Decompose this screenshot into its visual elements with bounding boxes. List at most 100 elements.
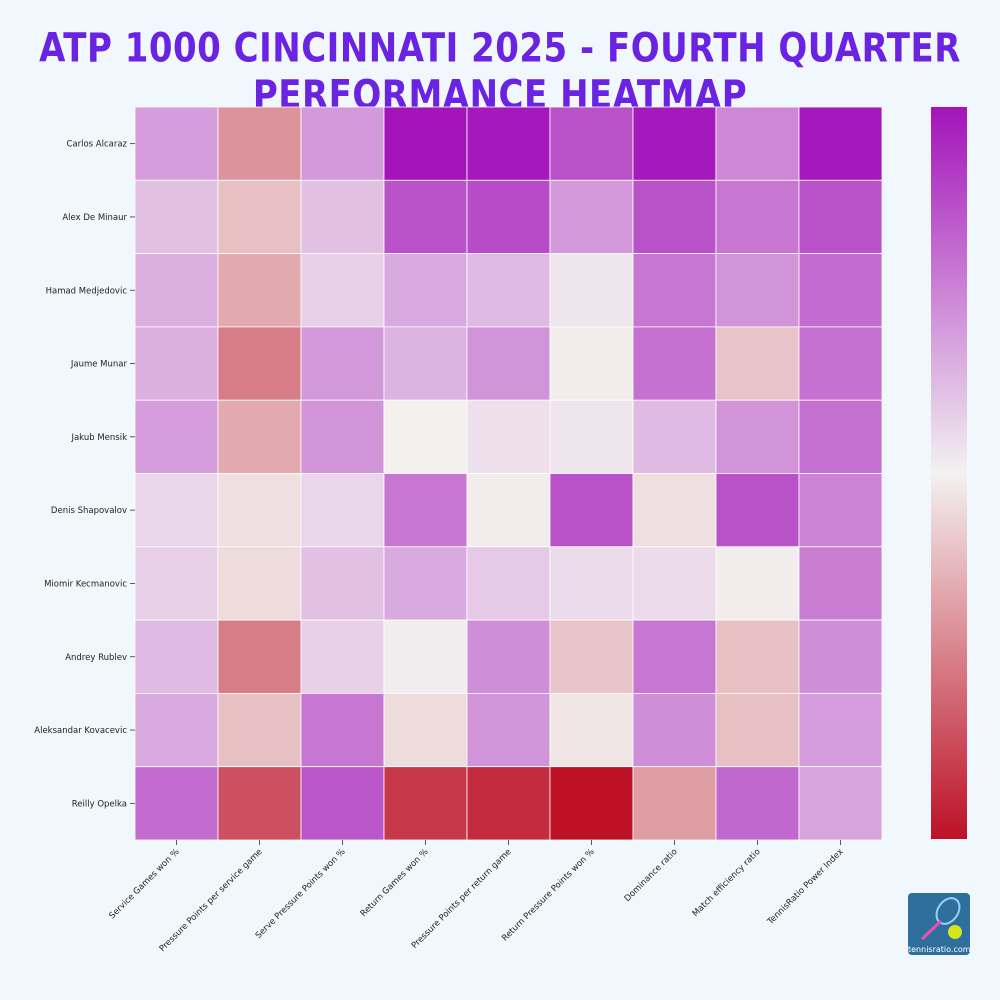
heatmap-cell xyxy=(217,106,302,181)
heatmap-cell xyxy=(134,473,219,548)
heatmap-cell xyxy=(632,179,717,255)
heatmap-cell xyxy=(134,399,219,474)
heatmap-cell xyxy=(217,546,302,621)
heatmap-cell xyxy=(798,473,883,548)
heatmap-cell xyxy=(632,253,717,328)
heatmap-cell xyxy=(466,546,551,621)
heatmap-cell xyxy=(300,546,385,621)
row-label: Carlos Alcaraz xyxy=(66,140,127,150)
heatmap-cell xyxy=(134,766,219,841)
heatmap-cell xyxy=(798,619,883,694)
heatmap-cell xyxy=(715,693,800,768)
row-label: Andrey Rublev xyxy=(65,653,127,663)
heatmap-cell xyxy=(217,326,302,401)
heatmap-cell xyxy=(549,106,634,181)
row-label: Denis Shapovalov xyxy=(51,506,127,516)
heatmap-cell xyxy=(632,619,717,694)
heatmap-cell xyxy=(217,766,302,841)
heatmap-cell xyxy=(632,106,717,181)
heatmap-cell xyxy=(632,766,717,841)
heatmap-cell xyxy=(217,399,302,474)
column-label: TennisRatio Power Index xyxy=(765,847,846,928)
row-label: Alex De Minaur xyxy=(62,213,127,223)
heatmap-cell xyxy=(383,253,468,328)
row-label: Jaume Munar xyxy=(70,360,128,370)
heatmap-cell xyxy=(549,619,634,694)
heatmap-cells xyxy=(134,106,883,841)
heatmap-cell xyxy=(300,326,385,401)
heatmap-cell xyxy=(134,546,219,621)
column-labels: Service Games won %Pressure Points per s… xyxy=(107,840,846,954)
row-label: Reilly Opelka xyxy=(72,799,127,809)
heatmap-cell xyxy=(798,253,883,328)
heatmap-cell xyxy=(466,693,551,768)
heatmap-cell xyxy=(632,326,717,401)
heatmap-cell xyxy=(798,179,883,255)
heatmap-cell xyxy=(715,326,800,401)
column-label: Dominance ratio xyxy=(623,847,680,904)
heatmap-cell xyxy=(300,693,385,768)
heatmap-cell xyxy=(466,766,551,841)
heatmap-cell xyxy=(632,693,717,768)
heatmap-cell xyxy=(300,619,385,694)
column-label: Serve Pressure Points won % xyxy=(254,847,348,941)
column-label: Pressure Points per service game xyxy=(158,847,265,954)
heatmap-cell xyxy=(300,179,385,255)
heatmap-cell xyxy=(798,546,883,621)
colorbar xyxy=(931,107,967,839)
heatmap-cell xyxy=(798,399,883,474)
heatmap-cell xyxy=(466,179,551,255)
heatmap-cell xyxy=(715,619,800,694)
heatmap-cell xyxy=(798,326,883,401)
heatmap-cell xyxy=(466,473,551,548)
heatmap-cell xyxy=(798,106,883,181)
chart-title: ATP 1000 CINCINNATI 2025 - FOURTH QUARTE… xyxy=(39,24,961,120)
heatmap-cell xyxy=(715,253,800,328)
heatmap-cell xyxy=(715,546,800,621)
heatmap-cell xyxy=(632,546,717,621)
heatmap-cell xyxy=(383,619,468,694)
heatmap-cell xyxy=(632,473,717,548)
heatmap-cell xyxy=(549,179,634,255)
heatmap-cell xyxy=(383,106,468,181)
column-label: Return Pressure Points won % xyxy=(500,847,596,943)
heatmap-cell xyxy=(134,693,219,768)
heatmap-cell xyxy=(383,693,468,768)
heatmap-cell xyxy=(798,693,883,768)
heatmap-cell xyxy=(300,253,385,328)
heatmap-cell xyxy=(383,546,468,621)
heatmap-cell xyxy=(466,619,551,694)
column-label: Service Games won % xyxy=(107,847,181,921)
heatmap-cell xyxy=(549,399,634,474)
heatmap-cell xyxy=(549,253,634,328)
heatmap-cell xyxy=(134,106,219,181)
heatmap-cell xyxy=(549,326,634,401)
heatmap-cell xyxy=(715,766,800,841)
heatmap-cell xyxy=(383,326,468,401)
row-label: Miomir Kecmanovic xyxy=(44,579,127,589)
heatmap-cell xyxy=(217,473,302,548)
heatmap-cell xyxy=(383,179,468,255)
heatmap-cell xyxy=(715,179,800,255)
heatmap-cell xyxy=(134,253,219,328)
heatmap-cell xyxy=(134,179,219,255)
heatmap-cell xyxy=(383,399,468,474)
heatmap-cell xyxy=(549,693,634,768)
heatmap-cell xyxy=(134,619,219,694)
column-label: Pressure Points per return game xyxy=(410,847,514,951)
heatmap-cell xyxy=(217,179,302,255)
heatmap-cell xyxy=(466,399,551,474)
heatmap-cell xyxy=(549,546,634,621)
row-label: Hamad Medjedovic xyxy=(46,286,128,296)
heatmap-cell xyxy=(300,766,385,841)
heatmap-cell xyxy=(300,106,385,181)
row-labels: Carlos Alcaraz Alex De Minaur Hamad Medjed… xyxy=(34,140,135,809)
heatmap-cell xyxy=(632,399,717,474)
heatmap-cell xyxy=(466,106,551,181)
heatmap-cell xyxy=(715,106,800,181)
heatmap-cell xyxy=(134,326,219,401)
column-label: Match efficiency ratio xyxy=(691,847,763,919)
heatmap-cell xyxy=(798,766,883,841)
heatmap-cell xyxy=(549,473,634,548)
